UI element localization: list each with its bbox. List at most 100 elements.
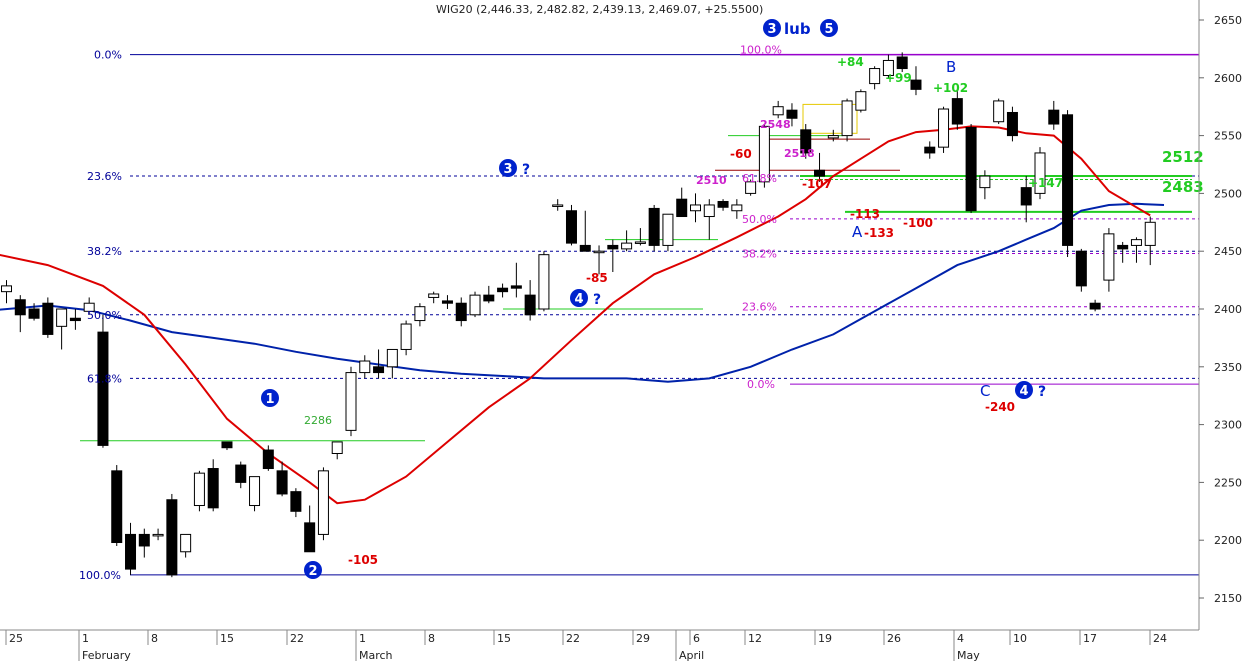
candle-body: [345, 372, 357, 431]
candle: [731, 199, 743, 219]
x-tick-label: 22: [290, 632, 304, 645]
candle-body: [235, 464, 247, 483]
question-mark: ?: [1038, 384, 1046, 400]
candle-body: [772, 106, 784, 116]
x-tick-label: 12: [748, 632, 762, 645]
candle: [125, 522, 137, 575]
candle-body: [414, 306, 426, 322]
fib-label-right: 38.2%: [742, 248, 777, 261]
candle: [1130, 237, 1142, 263]
candle: [14, 295, 26, 333]
x-tick-label: 15: [497, 632, 511, 645]
candle: [855, 89, 867, 113]
candle: [841, 98, 853, 142]
candle: [166, 493, 178, 578]
y-tick-label: 2650: [1214, 14, 1242, 27]
candle-body: [166, 499, 178, 576]
wave-3-label: 3: [763, 19, 781, 37]
candle: [938, 106, 950, 153]
x-tick-label: 6: [693, 632, 700, 645]
candle: [510, 262, 522, 298]
y-tick-label: 2450: [1214, 245, 1242, 258]
candle-body: [648, 207, 660, 246]
candle-body: [138, 533, 150, 547]
fib-label-left: 100.0%: [79, 569, 121, 582]
candle-body: [386, 348, 398, 368]
moving-average-long: [0, 202, 1165, 383]
candle: [180, 533, 192, 558]
candle-body: [69, 317, 81, 322]
level-label-2548: 2548: [760, 118, 791, 131]
fib-label-left: 38.2%: [87, 245, 122, 258]
candle-body: [221, 441, 233, 449]
x-tick-label: 8: [151, 632, 158, 645]
candle: [1006, 106, 1018, 142]
highlight-box: [802, 103, 858, 134]
candle-body: [855, 91, 867, 111]
wave-3-suffix: lub: [784, 20, 811, 38]
candle-body: [882, 59, 894, 76]
candle: [565, 204, 577, 246]
candle-body: [483, 294, 495, 302]
candle-body: [951, 98, 963, 125]
candle-body: [1006, 111, 1018, 137]
candle-body: [1103, 233, 1115, 281]
chart-title: WIG20 (2,446.33, 2,482.82, 2,439.13, 2,4…: [436, 3, 764, 16]
level-label-2510: 2510: [696, 174, 727, 187]
candle-body: [965, 127, 977, 212]
fib-label-right: 23.6%: [742, 301, 777, 314]
candle: [331, 441, 343, 460]
candle: [662, 213, 674, 252]
change-label-red: -105: [348, 553, 378, 567]
candle: [428, 291, 440, 304]
wave-2-label: 2: [304, 561, 322, 579]
candle: [827, 129, 839, 142]
candle: [56, 308, 68, 350]
candle-body: [42, 302, 54, 335]
wave-3-label-number: 3: [767, 22, 776, 37]
candle-body: [125, 533, 137, 570]
x-tick-label: 29: [636, 632, 650, 645]
candle: [800, 124, 812, 159]
candle-body: [786, 109, 798, 119]
fib-label-right: 61.8%: [742, 172, 777, 185]
change-label-red: -133: [864, 226, 894, 240]
candle: [717, 199, 729, 211]
y-tick-label: 2150: [1214, 592, 1242, 605]
candle: [758, 124, 770, 188]
candle-body: [1130, 239, 1142, 246]
question-mark: ?: [522, 162, 530, 178]
change-label-green: +102: [933, 81, 968, 95]
candle-body: [56, 308, 68, 327]
candle: [1020, 176, 1032, 223]
x-tick-label: 1: [82, 632, 89, 645]
wave-c-label: C: [980, 382, 990, 400]
candle-body: [1144, 221, 1156, 246]
candle-body: [1, 285, 12, 293]
candle: [1117, 241, 1129, 263]
candle: [786, 103, 798, 127]
candle-body: [758, 125, 770, 183]
candle: [1034, 147, 1046, 200]
candle-body: [924, 146, 936, 154]
candle: [621, 230, 633, 252]
fib-label-left: 61.8%: [87, 372, 122, 385]
candle-body: [717, 200, 729, 208]
change-label-red: -60: [730, 147, 752, 161]
candle-body: [180, 533, 192, 553]
candle: [386, 348, 398, 379]
candle: [1103, 228, 1115, 292]
candle: [965, 124, 977, 214]
candle-body: [703, 204, 715, 218]
y-tick-label: 2250: [1214, 476, 1242, 489]
candle-body: [731, 204, 743, 212]
candle-body: [14, 299, 26, 316]
change-label-green: +84: [837, 55, 864, 69]
candle: [1075, 248, 1087, 292]
support-label-2512: 2512: [1162, 148, 1204, 166]
candle: [221, 441, 233, 451]
candle: [483, 285, 495, 304]
x-tick-label: 10: [1013, 632, 1027, 645]
candle-body: [1034, 152, 1046, 194]
wave-1-label: 1: [261, 389, 279, 407]
